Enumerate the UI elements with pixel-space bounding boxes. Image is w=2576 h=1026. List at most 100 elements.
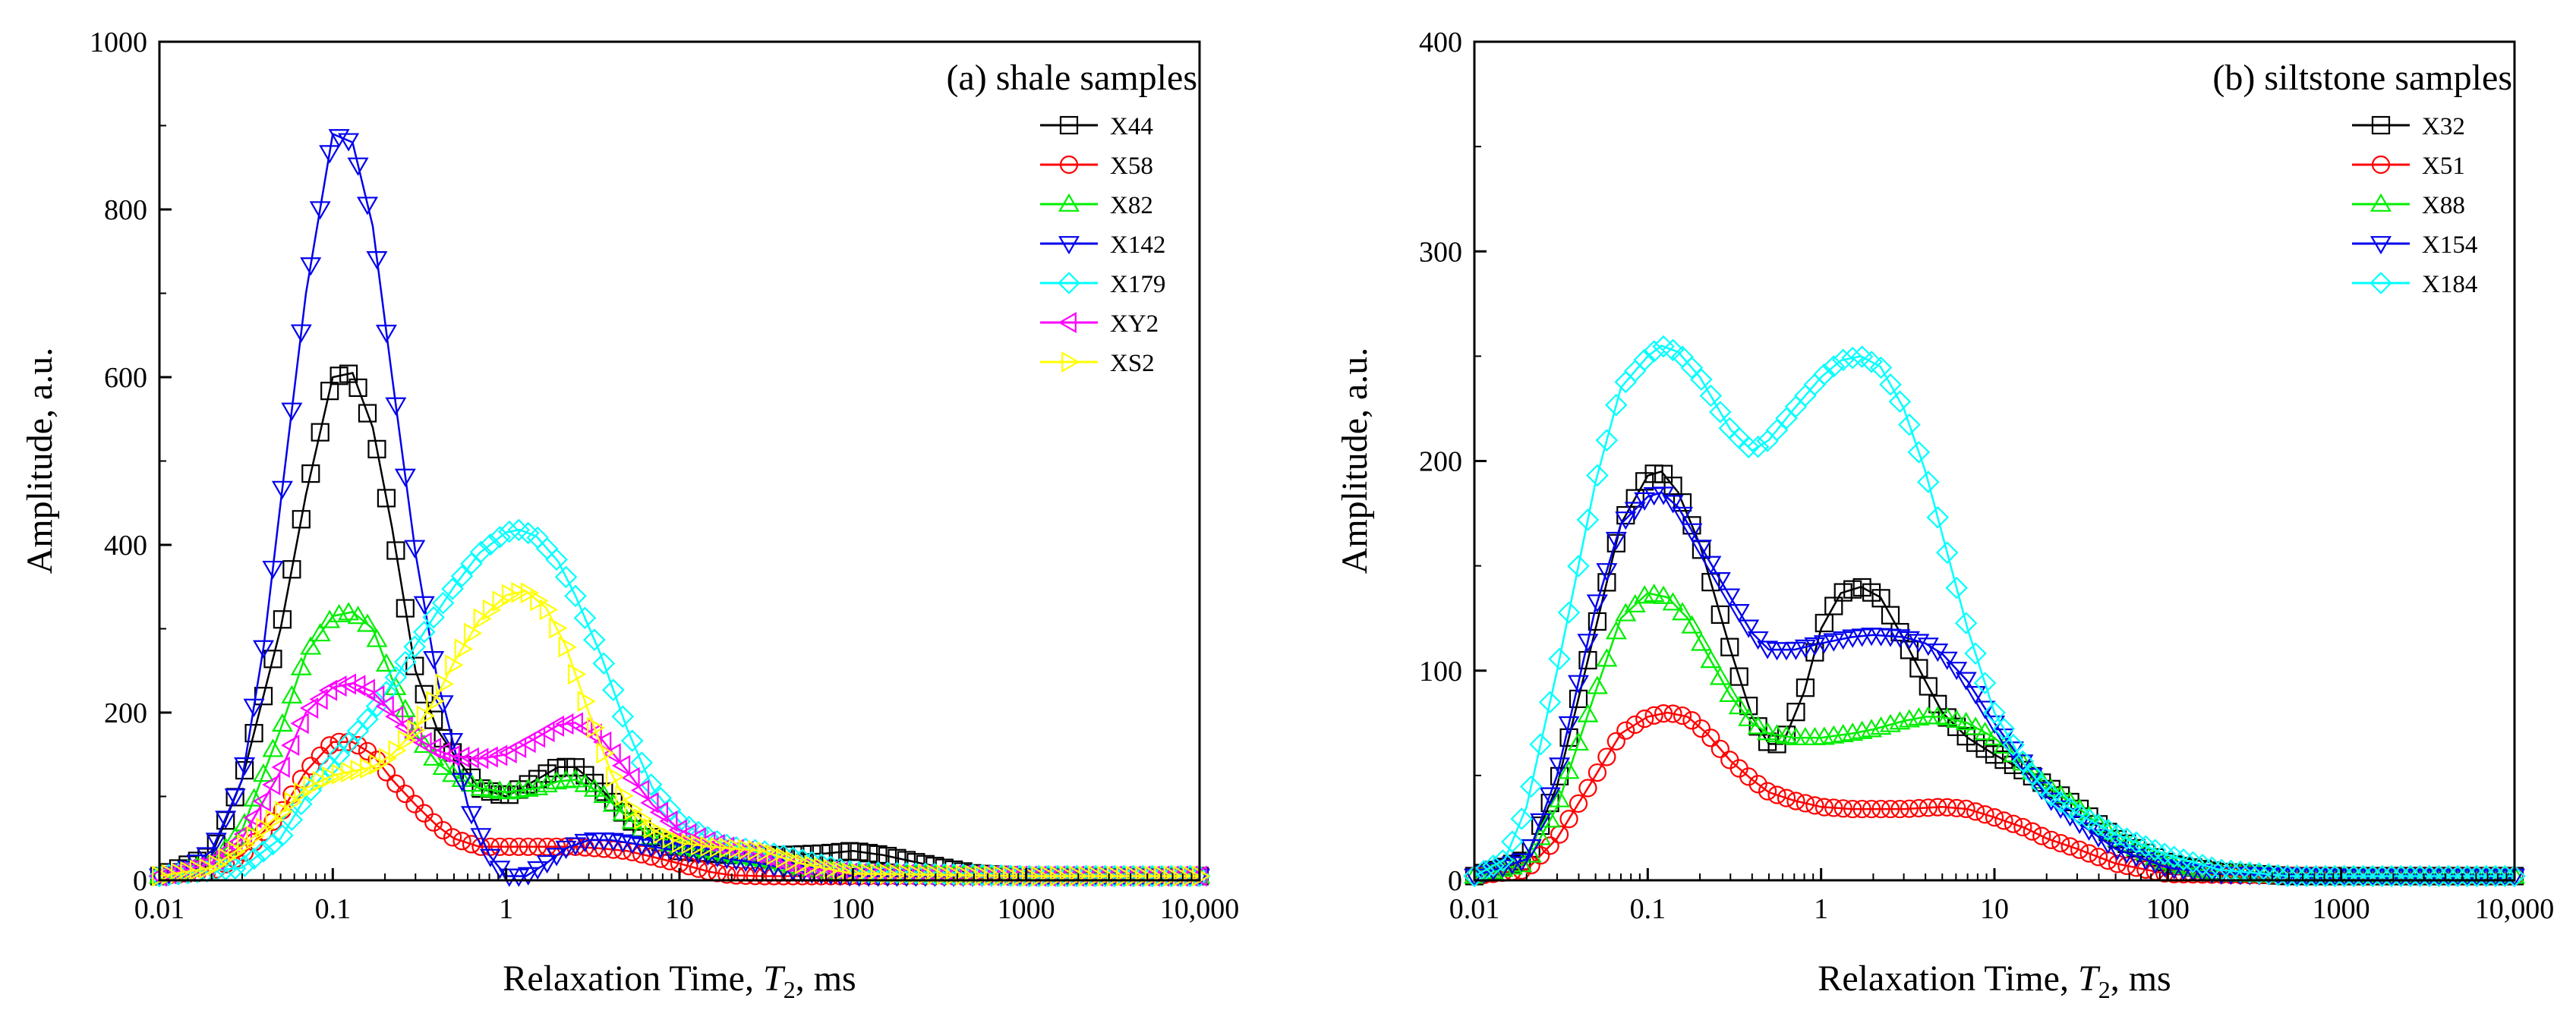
panel-b-series-x51-marker (1815, 798, 1833, 817)
panel-b-series-x32-marker (1588, 612, 1607, 631)
panel-b-series-x51-marker (1824, 798, 1843, 817)
panel-b-series-x88 (1463, 584, 2526, 884)
panel-b-x-axis-label-prefix: Relaxation Time, (1818, 958, 2078, 999)
panel-b-series-x184-marker (1879, 373, 1902, 396)
panel-a-series-xy2-marker (489, 744, 508, 766)
panel-a-series-x58-marker (689, 859, 708, 878)
panel-a-series-x58-marker (679, 857, 698, 876)
panel-b-series-x184-marker (2229, 860, 2252, 883)
panel-b-series-x184-marker (2077, 808, 2101, 831)
panel-b-series-x51-marker (2060, 837, 2079, 856)
panel-b-y-tick-label: 400 (1419, 27, 1462, 58)
panel-b-series-x88-marker (1974, 722, 1996, 741)
panel-a-series-x82-marker (366, 628, 388, 647)
panel-b-y-tick-label: 300 (1419, 236, 1462, 268)
panel-b-series-x88-marker (1709, 666, 1731, 685)
panel-a-series-x142-marker (423, 651, 445, 670)
panel-a-legend-label: X142 (1110, 231, 1165, 259)
panel-b-series-x51-marker (1673, 706, 1692, 725)
panel-b-series-x184-marker (1964, 642, 1987, 665)
panel-a-x-axis-label: Relaxation Time, T2, ms (503, 958, 856, 1003)
panel-b-series-x88-line (1474, 592, 2515, 877)
panel-a-series-x142-marker (527, 861, 549, 880)
panel-a-series-xs2-marker (520, 582, 540, 604)
panel-a-series-x58-marker (415, 804, 434, 823)
panel-b-series-x88-marker (1804, 726, 1826, 746)
panel-a-series-x142-marker (356, 197, 379, 216)
panel-b-series-x184-marker (2474, 864, 2498, 888)
panel-a-y-axis-label: Amplitude, a.u. (20, 348, 60, 574)
panel-a-series-xs2-marker (691, 834, 710, 856)
panel-b-series-x88-marker (2021, 761, 2043, 780)
panel-a-legend-swatch-marker (1058, 311, 1077, 334)
panel-a-series-xy2-marker (328, 675, 347, 697)
panel-b-x-axis-label-suffix: , ms (2111, 958, 2171, 999)
panel-a-series-x44-line (159, 372, 1200, 877)
panel-a-series-x142-marker (205, 832, 227, 851)
panel-a-series-xy2-marker (243, 807, 262, 829)
panel-a-series-xy2-marker (611, 754, 631, 776)
panel-b-series-x51-marker (1994, 811, 2013, 830)
panel-b-series-x184-marker (2465, 864, 2488, 888)
panel-a-series-x142-marker (536, 854, 558, 874)
panel-a-series-x142-marker (224, 788, 246, 807)
panel-b-x-tick-label: 1 (1814, 893, 1828, 925)
panel-b-series-x184 (1463, 335, 2526, 888)
panel-b-series-x184-marker (2484, 864, 2507, 888)
panel-a-series-x58-marker (443, 828, 462, 847)
panel-a-series-x179-marker (488, 526, 512, 549)
panel-b-series-x32-marker (1909, 659, 1928, 678)
panel-b-series-x154-marker (1775, 642, 1798, 661)
panel-b-series-x154-marker (2012, 754, 2034, 773)
panel-a-series-x179-marker (611, 705, 635, 729)
panel-a-series-x179-marker (450, 565, 474, 587)
panel-b-series-x88-marker (1766, 724, 1788, 743)
panel-b-series-x154-marker (1615, 511, 1637, 530)
panel-b-series-x184-marker (1907, 441, 1931, 464)
panel-b-series-x154-marker (1530, 813, 1552, 832)
panel-b-series-x184-marker (1633, 348, 1656, 371)
panel-b-legend-swatch-marker (2369, 236, 2392, 255)
panel-a-legend-label: X82 (1110, 192, 1153, 219)
panel-a-series-xy2-marker (290, 713, 309, 735)
panel-a-series-x142-marker (347, 157, 369, 176)
panel-b-series-x32-marker (1531, 816, 1550, 836)
panel-b-series-x184-marker (2408, 864, 2432, 888)
panel-b-series-x32-marker (2004, 755, 2023, 775)
panel-a-series-xs2-marker (492, 590, 511, 612)
panel-b-series-x154-marker (1662, 495, 1684, 514)
panel-a-series-x58-marker (311, 746, 329, 765)
panel-b-series-x88-marker (1993, 735, 2015, 754)
panel-a-series-x179-marker (422, 606, 445, 629)
panel-a-series-xy2-marker (517, 732, 536, 754)
panel-b-series-x184-marker (1548, 647, 1571, 671)
panel-b-series-x184-marker (1831, 348, 1855, 372)
panel-a-series-xy2-marker (413, 732, 432, 754)
panel-b-series-x51-marker (1644, 706, 1663, 725)
panel-a-series-xy2-marker (366, 685, 385, 707)
panel-a-series-xs2-marker (218, 847, 237, 869)
panel-a-legend-swatch-marker (1059, 155, 1079, 175)
panel-a-legend: X44 X58 X82 X142 X179 XY2 XS2 (1040, 113, 1165, 377)
panel-a-series-x179-marker (498, 520, 521, 543)
panel-a-series-x44-marker (396, 599, 415, 618)
panel-b-series-x184-marker (1642, 340, 1666, 363)
panel-b-series-x154-marker (1747, 631, 1769, 650)
panel-b-series-x88-marker (1690, 632, 1712, 651)
panel-a-series-x179-marker (403, 635, 427, 658)
panel-b-series-x51-marker (2032, 826, 2051, 845)
panel-a-series-xy2-marker (526, 726, 546, 748)
panel-a-series-x58-marker (329, 732, 348, 751)
panel-b-tick-layer: 0.01 0.1 1 10 100 1000 10,000 0 100 200 300 400 (1419, 27, 2554, 925)
panel-b-series-x51-marker (2042, 830, 2060, 849)
panel-b-series-x51-marker (2070, 840, 2089, 859)
panel-b-series-x51-marker (1796, 794, 1815, 813)
panel-a-series-xs2-marker (719, 837, 738, 859)
panel-a-series-x179-marker (441, 578, 464, 600)
panel-a-x-axis-label-prefix: Relaxation Time, (503, 958, 763, 999)
panel-b: 0.01 0.1 1 10 100 1000 10,000 0 100 200 300 400 (b)… (1335, 27, 2554, 1003)
panel-b-series-x51-marker (1777, 788, 1796, 807)
panel-a-series-x44-marker (311, 423, 329, 442)
panel-a-series-x82-marker (612, 802, 634, 821)
panel-b-series-x51-marker (1985, 808, 2004, 827)
